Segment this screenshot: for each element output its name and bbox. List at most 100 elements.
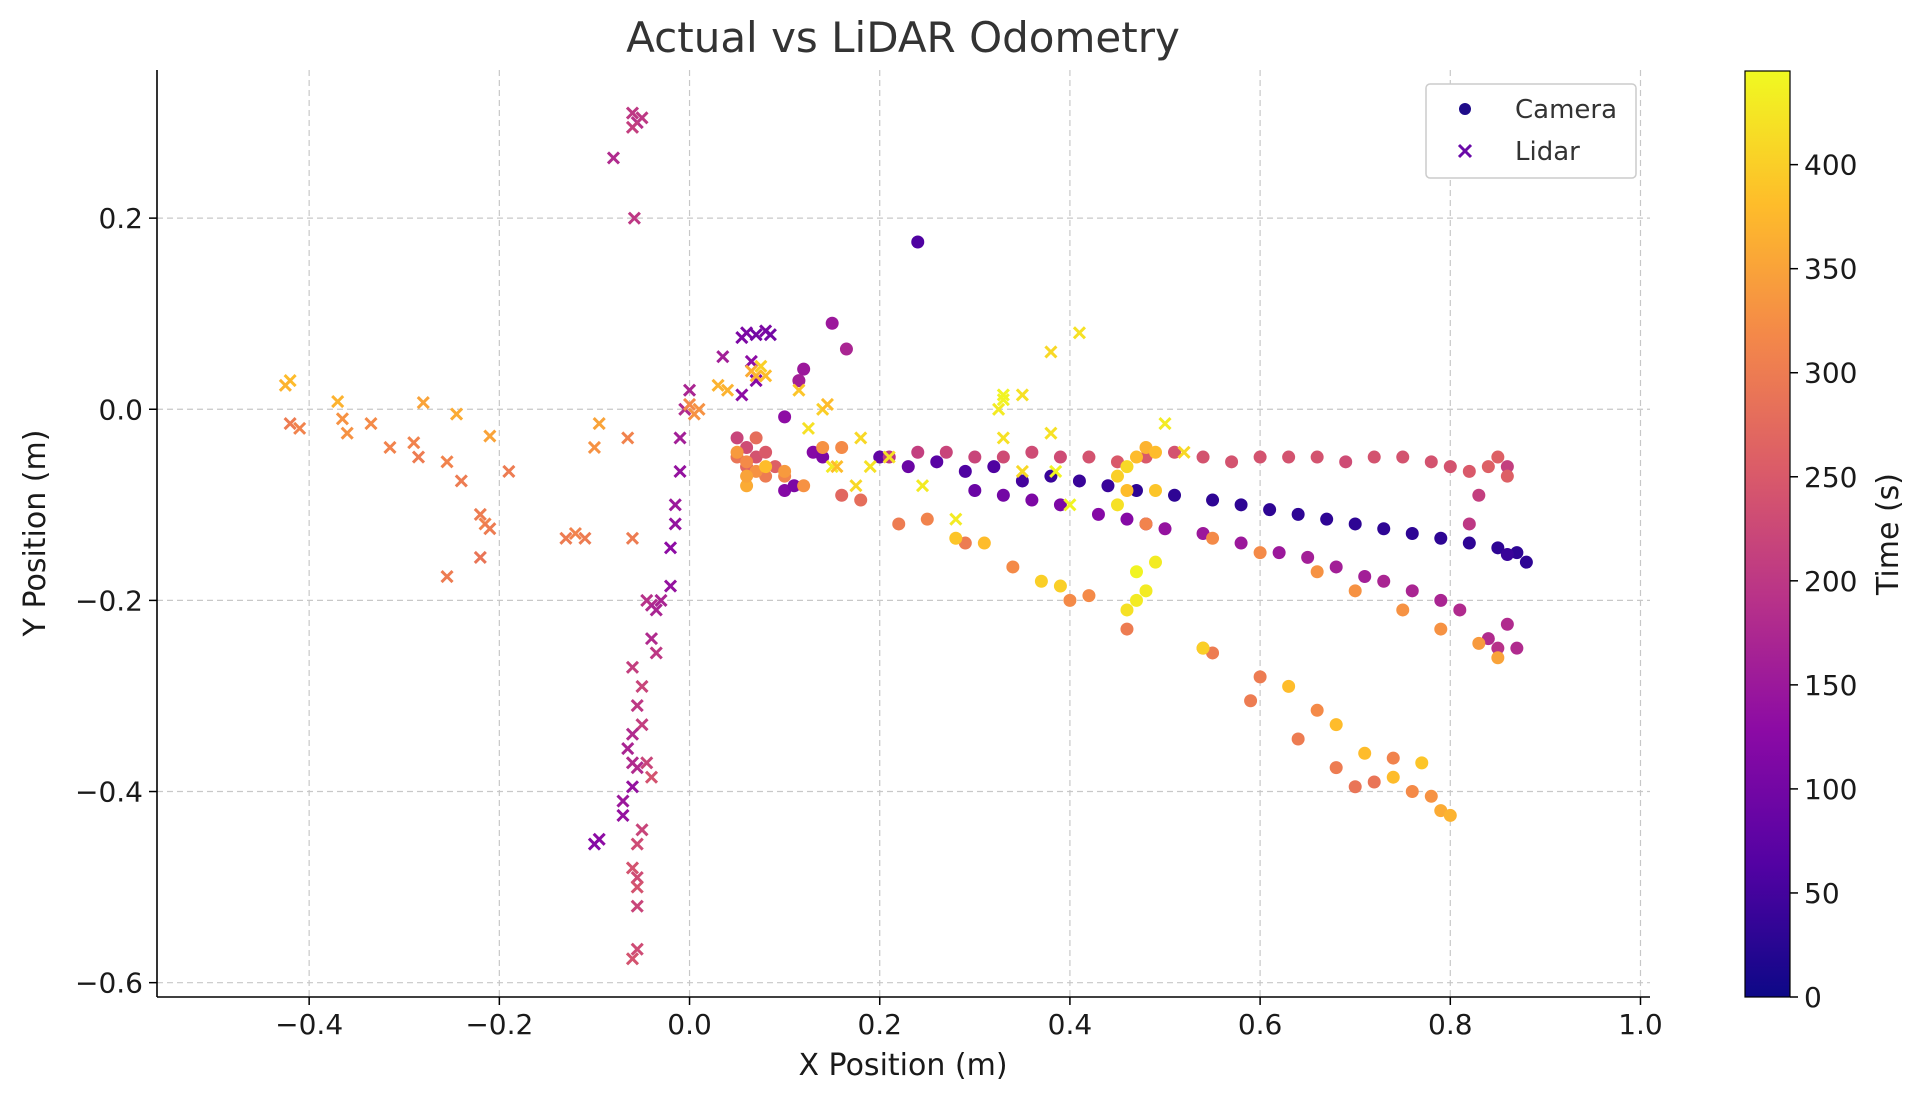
lidar-point (740, 326, 754, 340)
y-tick-label: 0.0 (98, 393, 143, 426)
lidar-point (1044, 345, 1058, 359)
lidar-point (673, 464, 687, 478)
lidar-point (801, 421, 815, 435)
colorbar: 0 50 100 150 200 250 300 350 400 Time (s) (1744, 70, 1906, 1014)
lidar-point (735, 388, 749, 402)
lidar-point (849, 479, 863, 493)
legend-lidar-marker (1457, 143, 1473, 159)
camera-point (1443, 460, 1457, 474)
camera-point (1196, 641, 1210, 655)
camera-point (1120, 460, 1134, 474)
lidar-point (335, 412, 349, 426)
colorbar-tick-label: 400 (1804, 149, 1857, 182)
camera-point (920, 512, 934, 526)
camera-point (1291, 732, 1305, 746)
camera-point (1500, 548, 1514, 562)
lidar-point (996, 393, 1010, 407)
camera-point (749, 431, 763, 445)
lidar-point (992, 402, 1006, 416)
camera-point (835, 488, 849, 502)
camera-point (1110, 498, 1124, 512)
lidar-point (630, 880, 644, 894)
camera-point (1196, 450, 1210, 464)
lidar-point (559, 531, 573, 545)
lidar-point (635, 718, 649, 732)
camera-point (1082, 450, 1096, 464)
colorbar-tick-label: 100 (1804, 773, 1857, 806)
lidar-point (863, 460, 877, 474)
camera-point (759, 445, 773, 459)
lidar-point (587, 837, 602, 851)
y-tick-label: −0.6 (75, 967, 143, 1000)
camera-point (1034, 574, 1048, 588)
x-tick-label: −0.2 (465, 1008, 533, 1041)
camera-point (1234, 536, 1248, 550)
camera-point (740, 469, 754, 483)
camera-point (1348, 584, 1362, 598)
lidar-point (682, 383, 697, 397)
lidar-point (820, 397, 834, 412)
y-tick-label: −0.2 (75, 584, 143, 617)
lidar-point (440, 455, 454, 469)
camera-point (1053, 498, 1067, 512)
camera-point (1168, 445, 1182, 459)
lidar-point (663, 579, 678, 593)
camera-point (1491, 641, 1505, 655)
lidar-point (668, 517, 682, 531)
lidar-point (483, 429, 497, 443)
gridlines (157, 70, 1650, 997)
camera-point (730, 431, 744, 445)
y-axis-ticks: 0.2 0.0 −0.2 −0.4 −0.6 (75, 202, 157, 1000)
lidar-point (644, 770, 659, 784)
lidar-point (454, 474, 468, 488)
camera-point (1072, 474, 1086, 488)
lidar-point (630, 698, 644, 713)
lidar-point (630, 870, 644, 885)
camera-point (1120, 512, 1134, 526)
camera-point (1015, 474, 1029, 488)
camera-point (1453, 603, 1467, 617)
camera-point (1424, 789, 1438, 803)
camera-point (1472, 636, 1486, 650)
camera-point (1206, 493, 1220, 507)
camera-point (1120, 483, 1134, 497)
camera-point (968, 450, 982, 464)
camera-point (1129, 450, 1143, 464)
y-tick-label: −0.4 (75, 776, 143, 809)
camera-point (996, 450, 1010, 464)
lidar-point (592, 417, 606, 431)
camera-point (1377, 522, 1391, 536)
lidar-point (749, 374, 763, 388)
camera-point (1472, 488, 1486, 502)
lidar-point (825, 460, 839, 474)
lidar-point (587, 440, 602, 455)
lidar-point (473, 550, 487, 564)
camera-point (825, 316, 839, 330)
camera-point (1500, 469, 1514, 483)
lidar-point (749, 369, 763, 383)
lidar-point (663, 541, 678, 555)
camera-point (1481, 460, 1495, 474)
camera-point (1206, 531, 1220, 545)
x-tick-label: 0.8 (1428, 1008, 1473, 1041)
camera-point (1310, 565, 1324, 579)
camera-point (1320, 512, 1334, 526)
camera-point (1310, 450, 1324, 464)
legend-lidar-label: Lidar (1515, 137, 1580, 167)
lidar-point (411, 450, 426, 464)
camera-point (1139, 584, 1153, 598)
camera-point (901, 460, 915, 474)
camera-point (1491, 541, 1505, 555)
lidar-point (1049, 464, 1063, 478)
camera-point (1500, 460, 1514, 474)
camera-point (1149, 445, 1163, 459)
lidar-point (744, 354, 758, 369)
camera-point (1405, 584, 1419, 598)
lidar-point (673, 431, 687, 445)
camera-point (930, 455, 944, 469)
colorbar-tick-label: 250 (1804, 461, 1857, 494)
camera-point (892, 517, 906, 531)
colorbar-tick-label: 0 (1804, 981, 1822, 1014)
colorbar-tick-label: 300 (1804, 357, 1857, 390)
lidar-point (340, 426, 354, 440)
